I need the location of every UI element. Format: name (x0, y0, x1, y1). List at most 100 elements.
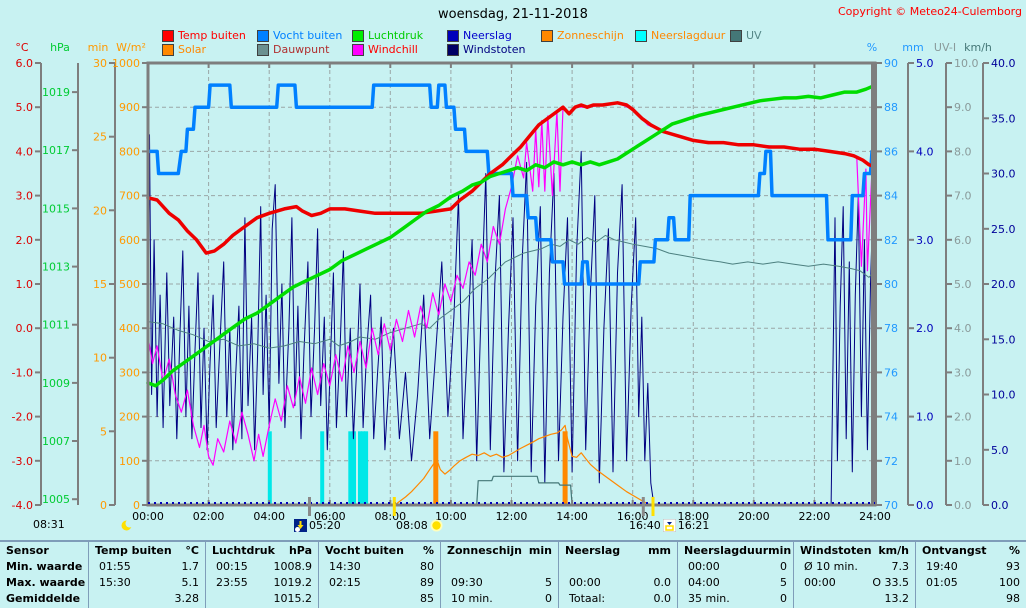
svg-text:1000: 1000 (112, 57, 140, 70)
page-title: woensdag, 21-11-2018 (438, 7, 588, 22)
table-column-neerslag: Neerslag mm 00:00 0.0 Totaal: 0.0 (558, 542, 677, 608)
svg-text:20.0: 20.0 (991, 278, 1016, 291)
table-column-header: Ontvangst% (916, 542, 1026, 558)
stat-time: 19:40 (926, 559, 958, 573)
legend-label: Neerslag (463, 29, 512, 42)
svg-text:%: % (867, 41, 877, 54)
svg-text:24:00: 24:00 (859, 510, 891, 523)
svg-text:5: 5 (100, 425, 107, 438)
legend-item-temp-buiten: Temp buiten (162, 30, 246, 42)
svg-text:14:00: 14:00 (556, 510, 588, 523)
svg-text:15.0: 15.0 (991, 333, 1016, 346)
stat-value: 1015.2 (273, 591, 313, 605)
svg-text:900: 900 (119, 101, 140, 114)
svg-text:1005: 1005 (42, 493, 70, 506)
svg-text:22:00: 22:00 (799, 510, 831, 523)
moonrise-time: 16:21 (677, 519, 710, 532)
stat-time: 02:15 (329, 575, 361, 589)
stat-value: 89 (420, 575, 434, 589)
table-row: 01:05 100 (916, 574, 1026, 590)
legend-swatch-icon (635, 30, 647, 42)
table-row: Totaal: 0.0 (559, 590, 677, 606)
grid-lines (148, 63, 875, 505)
legend-swatch-icon (257, 44, 269, 56)
svg-text:km/h: km/h (964, 41, 992, 54)
table-row: 02:15 89 (319, 574, 440, 590)
svg-text:1019: 1019 (42, 86, 70, 99)
svg-text:90: 90 (884, 57, 898, 70)
column-unit: mm (648, 543, 671, 557)
legend-swatch-icon (730, 30, 742, 42)
column-name: Neerslagduur (684, 543, 769, 557)
stat-value: 13.2 (884, 591, 910, 605)
svg-text:35.0: 35.0 (991, 112, 1016, 125)
stat-value: 5 (780, 575, 787, 589)
sunrise-marker: 08:08 (396, 519, 443, 532)
column-name: Windstoten (800, 543, 872, 557)
table-row-label: Gemiddelde (6, 591, 81, 605)
sunset-time: 16:40 (629, 519, 661, 532)
table-row: 01:55 1.7 (89, 558, 205, 574)
sunset-icon (662, 518, 677, 533)
table-column-header: Neerslagduur min (678, 542, 793, 558)
stat-time: 00:00 (804, 575, 836, 589)
svg-text:2.0: 2.0 (954, 411, 972, 424)
table-column-header: Windstoten km/h (794, 542, 915, 558)
svg-text:06:00: 06:00 (314, 510, 346, 523)
table-column-header: Luchtdruk hPa (206, 542, 318, 558)
legend-label: Windchill (368, 43, 418, 56)
column-unit: min (528, 543, 552, 557)
svg-text:15: 15 (93, 278, 107, 291)
table-row (441, 558, 558, 574)
series-temp-buiten (146, 101, 877, 255)
svg-text:-1.0: -1.0 (12, 366, 33, 379)
table-column-header: Neerslag mm (559, 542, 677, 558)
axis-headers: °C hPa min W/m²% mm UV-I km/h (15, 41, 992, 54)
svg-text:1009: 1009 (42, 377, 70, 390)
svg-text:hPa: hPa (50, 41, 70, 54)
stat-value: 0 (780, 559, 787, 573)
table-column-header: Sensor (0, 542, 88, 558)
stat-value: 0 (545, 591, 552, 605)
stat-time: 00:00 (688, 559, 720, 573)
svg-text:500: 500 (119, 278, 140, 291)
chart-area: woensdag, 21-11-2018 Copyright © Meteo24… (12, 5, 1022, 533)
stat-time: 14:30 (329, 559, 361, 573)
table-row: 15:30 5.1 (89, 574, 205, 590)
svg-text:02:00: 02:00 (193, 510, 225, 523)
svg-text:72: 72 (884, 455, 898, 468)
stat-time: 35 min. (688, 591, 730, 605)
svg-text:25: 25 (93, 131, 107, 144)
table-row: 3.28 (89, 590, 205, 606)
svg-text:3.0: 3.0 (954, 366, 972, 379)
column-name: Luchtdruk (212, 543, 275, 557)
svg-text:16:00: 16:00 (617, 510, 649, 523)
table-column-windstoten: Windstoten km/h Ø 10 min. 7.3 00:00 O 33.5 13.… (793, 542, 915, 608)
table-column-ontvangst: Ontvangst% 19:40 93 01:05 100 98 (915, 542, 1026, 608)
svg-text:1015: 1015 (42, 202, 70, 215)
column-name: Temp buiten (95, 543, 172, 557)
data-series (146, 83, 877, 506)
column-unit: % (422, 543, 434, 557)
moon-info-time: 08:31 (33, 518, 65, 531)
svg-text:4.0: 4.0 (16, 145, 34, 158)
svg-text:1017: 1017 (42, 144, 70, 157)
legend-item-uv: UV (730, 30, 762, 42)
svg-text:4.0: 4.0 (954, 322, 972, 335)
legend-item-solar: Solar (162, 44, 206, 56)
svg-text:76: 76 (884, 366, 898, 379)
legend-label: Luchtdruk (368, 29, 424, 42)
table-row: 00:00 O 33.5 (794, 574, 915, 590)
svg-text:10.0: 10.0 (991, 389, 1016, 402)
axis-rails: 6.05.04.03.02.01.00.0-1.0-2.0-3.0-4.0101… (12, 57, 1016, 512)
table-row: 14:30 80 (319, 558, 440, 574)
svg-text:200: 200 (119, 411, 140, 424)
legend-label: UV (746, 29, 762, 42)
legend-swatch-icon (352, 44, 364, 56)
moonset-icon (294, 519, 307, 532)
svg-text:74: 74 (884, 411, 898, 424)
table-row-label: Min. waarde (6, 559, 83, 573)
stat-time: 09:30 (451, 575, 483, 589)
table-row: 23:55 1019.2 (206, 574, 318, 590)
